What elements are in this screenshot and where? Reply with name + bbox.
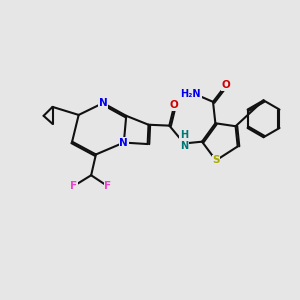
Text: O: O	[170, 100, 179, 110]
Text: H₂N: H₂N	[181, 89, 201, 99]
Text: O: O	[221, 80, 230, 90]
Text: F: F	[104, 181, 111, 191]
Text: S: S	[212, 155, 220, 165]
Text: F: F	[70, 181, 77, 191]
Text: H
N: H N	[180, 130, 188, 151]
Text: N: N	[119, 138, 128, 148]
Text: N: N	[99, 98, 107, 108]
